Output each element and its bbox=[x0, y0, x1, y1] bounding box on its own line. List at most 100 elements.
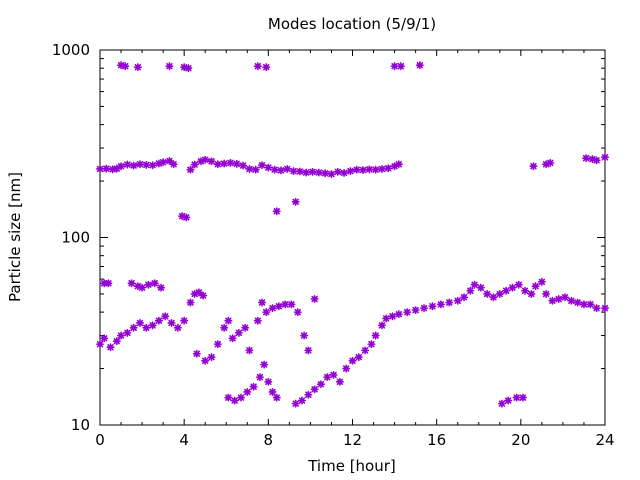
data-point bbox=[232, 159, 241, 168]
data-point bbox=[293, 308, 302, 317]
data-point bbox=[582, 154, 591, 163]
data-point bbox=[310, 294, 319, 303]
data-point bbox=[184, 64, 193, 73]
data-point bbox=[502, 286, 511, 295]
data-point bbox=[521, 286, 530, 295]
x-tick-label: 24 bbox=[595, 431, 614, 449]
data-point bbox=[308, 167, 317, 176]
data-point bbox=[361, 346, 370, 355]
x-axis-title: Time [hour] bbox=[307, 457, 396, 475]
data-point bbox=[346, 167, 355, 176]
data-point bbox=[495, 289, 504, 298]
data-point bbox=[182, 213, 191, 222]
data-point bbox=[377, 164, 386, 173]
data-point bbox=[224, 316, 233, 325]
data-point bbox=[365, 165, 374, 174]
data-point bbox=[268, 387, 277, 396]
data-point bbox=[272, 393, 281, 402]
x-tick-label: 0 bbox=[95, 431, 105, 449]
data-point bbox=[253, 62, 262, 71]
data-point bbox=[262, 63, 271, 72]
data-point bbox=[173, 323, 182, 332]
data-point bbox=[260, 360, 269, 369]
x-tick-label: 20 bbox=[511, 431, 530, 449]
data-point bbox=[554, 294, 563, 303]
data-point bbox=[201, 155, 210, 164]
y-tick-label: 10 bbox=[71, 416, 90, 434]
data-point bbox=[169, 160, 178, 169]
data-point bbox=[213, 160, 222, 169]
data-point bbox=[239, 161, 248, 170]
data-point bbox=[241, 323, 250, 332]
data-point bbox=[600, 304, 610, 313]
data-point bbox=[316, 380, 325, 389]
data-point bbox=[428, 302, 437, 311]
data-point bbox=[304, 390, 313, 399]
data-point bbox=[192, 349, 201, 358]
data-point bbox=[100, 334, 109, 343]
data-point bbox=[354, 353, 363, 362]
data-point bbox=[148, 161, 157, 170]
data-point bbox=[352, 165, 361, 174]
data-point bbox=[264, 377, 273, 386]
data-point bbox=[224, 393, 233, 402]
data-point bbox=[144, 280, 153, 289]
data-point bbox=[420, 304, 429, 313]
data-point bbox=[104, 279, 113, 288]
data-point bbox=[258, 298, 267, 307]
data-point bbox=[453, 296, 462, 305]
data-point bbox=[228, 334, 237, 343]
data-point bbox=[117, 331, 126, 340]
data-point bbox=[255, 373, 264, 382]
data-point bbox=[264, 163, 273, 172]
data-point bbox=[270, 165, 279, 174]
data-point bbox=[165, 156, 174, 165]
data-point bbox=[592, 304, 601, 313]
data-point bbox=[323, 373, 332, 382]
data-point bbox=[102, 164, 111, 173]
data-point bbox=[445, 298, 454, 307]
data-point bbox=[138, 283, 147, 292]
data-point bbox=[579, 300, 588, 309]
data-point bbox=[415, 61, 424, 70]
data-point bbox=[561, 293, 570, 302]
data-point bbox=[531, 282, 540, 291]
data-point bbox=[117, 162, 126, 171]
data-point bbox=[537, 277, 546, 286]
data-point bbox=[220, 159, 229, 168]
x-tick-label: 16 bbox=[427, 431, 446, 449]
data-point bbox=[436, 300, 445, 309]
data-point bbox=[245, 164, 254, 173]
data-point bbox=[527, 289, 536, 298]
data-point bbox=[333, 167, 342, 176]
data-point bbox=[529, 162, 538, 171]
data-point bbox=[518, 393, 527, 402]
data-point bbox=[329, 370, 338, 379]
data-point bbox=[96, 340, 104, 349]
data-point bbox=[121, 62, 130, 71]
data-point bbox=[106, 343, 115, 352]
data-point bbox=[135, 160, 144, 169]
data-point bbox=[123, 160, 132, 169]
data-point bbox=[394, 160, 403, 169]
data-point bbox=[129, 323, 138, 332]
data-point bbox=[508, 283, 517, 292]
data-point bbox=[291, 399, 300, 408]
data-point bbox=[483, 289, 492, 298]
data-point bbox=[348, 356, 357, 365]
data-point bbox=[592, 156, 601, 165]
data-point bbox=[371, 165, 380, 174]
data-point bbox=[274, 302, 283, 311]
data-point bbox=[283, 164, 292, 173]
data-point bbox=[245, 346, 254, 355]
data-point bbox=[157, 283, 166, 292]
data-point bbox=[234, 328, 243, 337]
data-point bbox=[281, 300, 290, 309]
data-point bbox=[262, 308, 271, 317]
data-point bbox=[230, 396, 239, 405]
data-point bbox=[567, 296, 576, 305]
data-point bbox=[226, 158, 235, 167]
data-point bbox=[161, 312, 170, 321]
data-point bbox=[367, 340, 376, 349]
data-point bbox=[295, 167, 304, 176]
